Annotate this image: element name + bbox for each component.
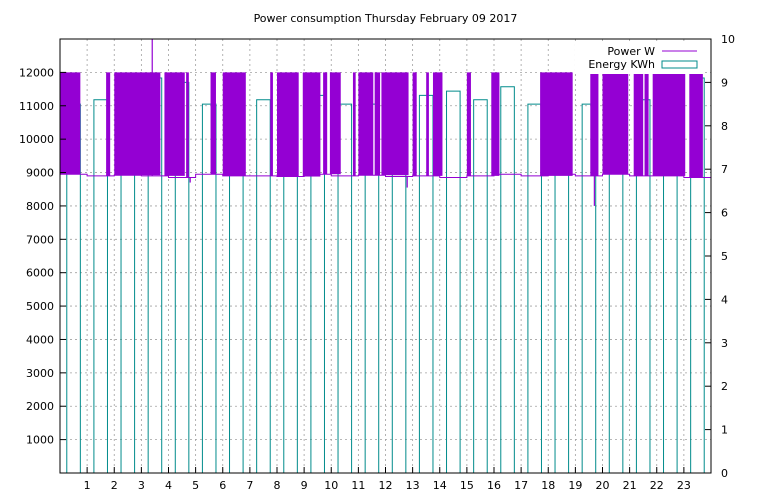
y-left-tick-label: 5000 bbox=[26, 300, 54, 313]
chart-title: Power consumption Thursday February 09 2… bbox=[254, 12, 518, 25]
power-fluctuation-band bbox=[540, 72, 573, 176]
x-tick-label: 13 bbox=[406, 479, 420, 492]
legend-energy-label: Energy KWh bbox=[588, 58, 655, 71]
y-left-tick-label: 1000 bbox=[26, 434, 54, 447]
x-tick-label: 11 bbox=[351, 479, 365, 492]
legend-background bbox=[575, 42, 705, 74]
grid-lines bbox=[60, 39, 711, 473]
power-fluctuation-band bbox=[432, 72, 443, 176]
power-fluctuation-band bbox=[164, 72, 185, 176]
y-left-tick-label: 8000 bbox=[26, 200, 54, 213]
power-fluctuation-band bbox=[412, 72, 417, 176]
y-right-tick-label: 4 bbox=[721, 293, 728, 306]
x-tick-label: 7 bbox=[246, 479, 253, 492]
y-right-tick-label: 10 bbox=[721, 33, 735, 46]
power-fluctuation-band bbox=[210, 72, 216, 175]
energy-bar bbox=[581, 103, 597, 473]
power-fluctuation-band bbox=[491, 72, 500, 176]
x-tick-label: 16 bbox=[487, 479, 501, 492]
power-fluctuation-band bbox=[381, 72, 409, 176]
x-tick-label: 20 bbox=[596, 479, 610, 492]
x-tick-label: 2 bbox=[111, 479, 118, 492]
energy-bar bbox=[256, 99, 271, 473]
power-fluctuation-band bbox=[270, 72, 273, 176]
y-left-tick-label: 12000 bbox=[19, 66, 54, 79]
energy-bar bbox=[446, 90, 461, 473]
y-right-tick-label: 3 bbox=[721, 337, 728, 350]
y-left-tick-label: 11000 bbox=[19, 100, 54, 113]
y-right-tick-label: 2 bbox=[721, 380, 728, 393]
power-fluctuation-band bbox=[114, 72, 161, 176]
y-left-tick-label: 9000 bbox=[26, 167, 54, 180]
legend: Power W Energy KWh bbox=[575, 42, 705, 74]
power-fluctuation-band bbox=[426, 72, 429, 176]
y-right-tick-label: 5 bbox=[721, 250, 728, 263]
y-left-tick-label: 7000 bbox=[26, 233, 54, 246]
x-tick-label: 8 bbox=[274, 479, 281, 492]
energy-bar bbox=[337, 103, 353, 473]
power-fluctuation-band bbox=[602, 72, 629, 175]
y-right-tick-label: 8 bbox=[721, 120, 728, 133]
y-left-tick-label: 10000 bbox=[19, 133, 54, 146]
power-fluctuation-band bbox=[633, 72, 644, 176]
y-left-tick-label: 2000 bbox=[26, 400, 54, 413]
x-tick-label: 12 bbox=[379, 479, 393, 492]
x-tick-label: 10 bbox=[324, 479, 338, 492]
power-fluctuation-band bbox=[352, 72, 356, 176]
power-fluctuation-band bbox=[186, 72, 189, 178]
x-tick-label: 23 bbox=[677, 479, 691, 492]
power-fluctuation-band bbox=[590, 72, 599, 176]
energy-bar bbox=[500, 86, 515, 473]
x-tick-label: 3 bbox=[138, 479, 145, 492]
y-left-tick-label: 4000 bbox=[26, 333, 54, 346]
power-fluctuation-band bbox=[689, 72, 703, 178]
power-fluctuation-band bbox=[60, 72, 81, 175]
power-fluctuation-band bbox=[374, 72, 381, 176]
x-tick-label: 22 bbox=[650, 479, 664, 492]
energy-bar bbox=[93, 99, 108, 473]
x-tick-label: 9 bbox=[301, 479, 308, 492]
x-tick-label: 15 bbox=[460, 479, 474, 492]
x-tick-label: 4 bbox=[165, 479, 172, 492]
y-right-tick-label: 0 bbox=[721, 467, 728, 480]
x-tick-label: 19 bbox=[568, 479, 582, 492]
energy-bar bbox=[473, 99, 488, 473]
power-baseline bbox=[60, 173, 711, 179]
power-fluctuation-band bbox=[329, 72, 341, 175]
y-right-tick-label: 6 bbox=[721, 207, 728, 220]
x-tick-label: 21 bbox=[623, 479, 637, 492]
x-tick-label: 18 bbox=[541, 479, 555, 492]
y-right-tick-label: 7 bbox=[721, 163, 728, 176]
y-right-tick-label: 1 bbox=[721, 424, 728, 437]
power-fluctuation-band bbox=[222, 72, 246, 176]
power-fluctuation-band bbox=[302, 72, 321, 177]
power-fluctuation-band bbox=[644, 72, 649, 176]
x-tick-label: 1 bbox=[84, 479, 91, 492]
power-fluctuation-band bbox=[106, 72, 111, 176]
power-fluctuation-band bbox=[466, 72, 471, 176]
legend-energy-swatch bbox=[661, 60, 698, 69]
energy-bar bbox=[527, 103, 542, 473]
energy-bar bbox=[201, 103, 217, 473]
y-left-tick-label: 3000 bbox=[26, 367, 54, 380]
x-tick-label: 14 bbox=[433, 479, 447, 492]
power-fluctuation-band bbox=[323, 72, 328, 175]
x-tick-label: 17 bbox=[514, 479, 528, 492]
power-fluctuation-band bbox=[358, 72, 374, 176]
x-tick-label: 5 bbox=[192, 479, 199, 492]
power-fluctuation-band bbox=[652, 72, 686, 176]
y-left-tick-label: 6000 bbox=[26, 267, 54, 280]
x-tick-label: 6 bbox=[219, 479, 226, 492]
axis-ticks: 1000 2000 3000 4000 5000 6000 7000 8000 9000 1000… bbox=[19, 33, 735, 492]
power-series bbox=[60, 39, 711, 206]
legend-power-label: Power W bbox=[607, 45, 655, 58]
y-right-tick-label: 9 bbox=[721, 76, 728, 89]
power-fluctuation-band bbox=[277, 72, 299, 177]
